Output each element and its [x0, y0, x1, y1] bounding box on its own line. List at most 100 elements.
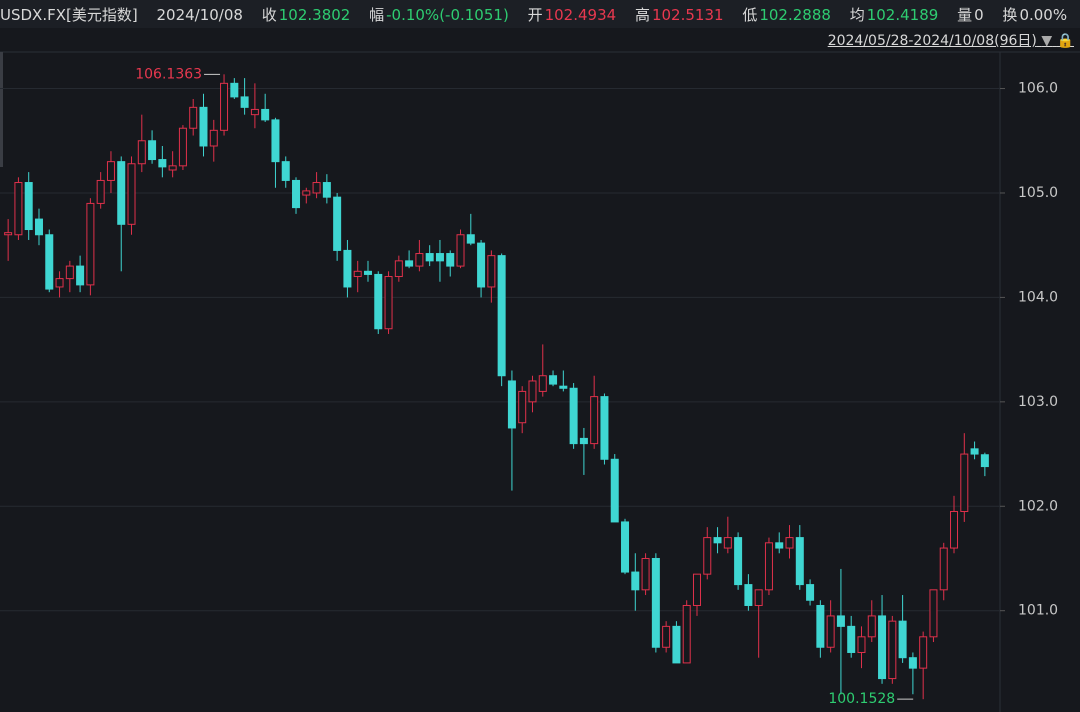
candle-body: [682, 604, 691, 664]
avg-label: 均: [849, 6, 865, 24]
high-value: 102.5131: [651, 6, 724, 24]
turnover-value: 0.00%: [1019, 6, 1068, 24]
candle-body: [559, 385, 568, 389]
candle-body: [734, 537, 743, 586]
date-range-text: 2024/05/28-2024/10/08(96日): [827, 33, 1037, 49]
candle-body: [261, 108, 270, 121]
candle-body: [333, 196, 342, 251]
candle-body: [878, 615, 887, 680]
y-tick-label: 101.0: [1018, 603, 1058, 619]
candle-body: [662, 625, 671, 648]
candle-body: [806, 584, 815, 601]
candle-body: [76, 265, 85, 286]
open-value: 102.4934: [544, 6, 617, 24]
dropdown-icon[interactable]: ▼: [1041, 33, 1053, 49]
candle-body: [600, 396, 609, 460]
candle-body: [106, 161, 115, 181]
candle-body: [826, 615, 835, 648]
candle-body: [672, 625, 681, 664]
candle-body: [950, 510, 959, 549]
candle-body: [353, 270, 362, 278]
candle-body: [898, 620, 907, 659]
candle-body: [795, 537, 804, 586]
candle-body: [148, 140, 157, 161]
candle-body: [692, 573, 701, 606]
low-value: 102.2888: [759, 6, 831, 24]
candle-body: [939, 547, 948, 591]
candle-body: [631, 571, 640, 591]
volume-label: 量: [957, 6, 973, 24]
candle-body: [281, 161, 290, 181]
candle-body: [24, 182, 33, 231]
candle-body: [117, 161, 126, 225]
scroll-handle: [0, 52, 3, 167]
y-tick-label: 104.0: [1018, 289, 1058, 305]
candle-body: [45, 234, 54, 290]
volume-value: 0: [974, 6, 984, 24]
open-label: 开: [527, 6, 543, 24]
candle-body: [847, 625, 856, 653]
candle-body: [888, 620, 897, 680]
candle-body: [816, 604, 825, 648]
candle-body: [55, 278, 64, 288]
y-tick-label: 106.0: [1018, 81, 1058, 97]
candle-body: [980, 454, 989, 468]
candle-body: [651, 557, 660, 648]
candle-body: [322, 182, 331, 198]
candle-body: [960, 453, 969, 512]
y-tick-label: 103.0: [1018, 394, 1058, 410]
candle-body: [713, 537, 722, 544]
low-label: 低: [742, 6, 758, 24]
candle-body: [292, 179, 301, 209]
candle-body: [908, 657, 917, 669]
candle-body: [487, 255, 496, 288]
candle-body: [446, 253, 455, 267]
candle-body: [363, 270, 372, 275]
candle-body: [621, 521, 630, 573]
candle-body: [230, 82, 239, 98]
candle-body: [764, 542, 773, 591]
candle-body: [415, 253, 424, 267]
candle-body: [271, 119, 280, 163]
candle-body: [209, 129, 218, 147]
date-range[interactable]: 2024/05/28-2024/10/08(96日) ▼ 🔒: [828, 30, 1074, 50]
candle-body: [168, 165, 177, 171]
candle-body: [158, 159, 167, 168]
candle-body: [744, 584, 753, 606]
symbol: USDX.FX[美元指数]: [0, 6, 138, 24]
candle-body: [919, 636, 928, 669]
candle-body: [970, 448, 979, 455]
candle-body: [549, 375, 558, 385]
candle-body: [178, 127, 187, 167]
candle-body: [250, 108, 259, 116]
quote-bar: USDX.FX[美元指数] 2024/10/08 收 102.3802 幅 -0.1…: [0, 0, 1080, 28]
candle-body: [929, 589, 938, 638]
candle-body: [507, 380, 516, 429]
candle-body: [477, 242, 486, 288]
candle-body: [312, 182, 321, 194]
candle-body: [641, 557, 650, 591]
candle-body: [34, 218, 43, 236]
candle-body: [569, 387, 578, 445]
candle-body: [394, 260, 403, 278]
candle-body: [86, 202, 95, 286]
lock-icon[interactable]: 🔒: [1056, 33, 1074, 49]
candle-body: [14, 182, 23, 236]
candle-body: [343, 249, 352, 288]
y-tick-label: 102.0: [1018, 498, 1058, 514]
candle-body: [785, 537, 794, 549]
candle-body: [538, 375, 547, 392]
candle-body: [127, 163, 136, 225]
candle-body: [4, 232, 13, 236]
candle-body: [857, 636, 866, 653]
min-annotation: 100.1528: [828, 691, 895, 707]
candle-body: [189, 106, 198, 129]
max-annotation: 106.1363: [135, 66, 202, 82]
candle-body: [723, 537, 732, 549]
candle-body: [590, 396, 599, 445]
candle-body: [96, 179, 105, 204]
candle-body: [137, 140, 146, 165]
candle-body: [518, 390, 527, 424]
